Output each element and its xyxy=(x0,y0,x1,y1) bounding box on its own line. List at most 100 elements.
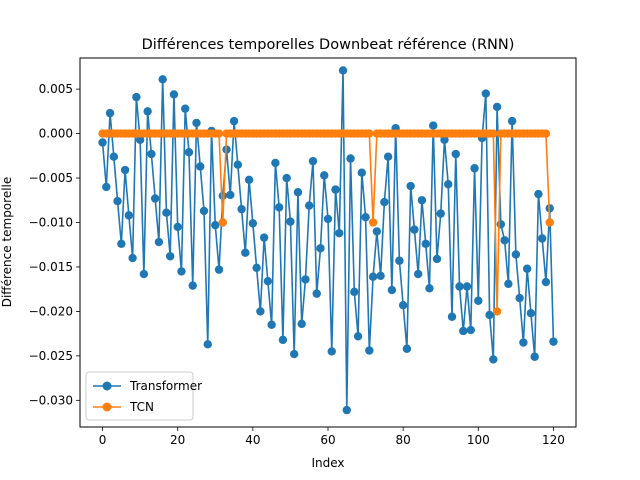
data-point-transformer xyxy=(421,239,430,249)
data-point-transformer xyxy=(117,239,126,249)
data-point-transformer xyxy=(139,269,149,279)
data-point-transformer xyxy=(511,250,521,259)
data-point-transformer xyxy=(530,352,539,361)
series-tcn xyxy=(98,129,554,316)
data-point-transformer xyxy=(177,267,186,276)
chart-title: Différences temporelles Downbeat référen… xyxy=(142,37,515,53)
data-point-transformer xyxy=(537,234,547,243)
data-point-transformer xyxy=(256,307,265,316)
data-point-tcn xyxy=(368,218,378,227)
data-point-transformer xyxy=(132,92,141,102)
data-point-transformer xyxy=(500,236,509,245)
y-tick-label: −0.020 xyxy=(29,304,73,318)
data-point-transformer xyxy=(263,276,273,286)
data-point-tcn xyxy=(492,307,502,316)
y-tick-label: −0.030 xyxy=(29,393,73,407)
data-point-transformer xyxy=(489,355,498,364)
data-point-transformer xyxy=(485,310,494,320)
data-point-transformer xyxy=(376,271,385,281)
data-point-transformer xyxy=(432,254,442,264)
data-point-transformer xyxy=(305,201,314,210)
data-point-transformer xyxy=(459,326,468,336)
data-point-tcn xyxy=(218,218,227,227)
data-point-transformer xyxy=(237,204,246,214)
data-point-transformer xyxy=(357,168,367,177)
data-point-transformer xyxy=(398,300,408,310)
data-point-transformer xyxy=(229,116,239,126)
data-point-transformer xyxy=(507,116,517,126)
plot-area xyxy=(79,57,577,428)
legend-label-transformer: Transformer xyxy=(129,379,202,393)
x-axis-label: Index xyxy=(311,456,344,470)
data-point-transformer xyxy=(346,154,355,163)
data-point-transformer xyxy=(312,289,321,298)
data-point-transformer xyxy=(323,214,333,224)
data-point-transformer xyxy=(214,265,224,274)
data-point-transformer xyxy=(293,188,303,197)
data-point-transformer xyxy=(278,335,288,345)
data-point-transformer xyxy=(455,282,464,291)
data-point-tcn xyxy=(489,129,498,138)
data-point-transformer xyxy=(504,279,513,289)
data-point-transformer xyxy=(436,209,445,218)
data-point-transformer xyxy=(297,319,306,329)
data-point-transformer xyxy=(102,182,111,192)
x-tick-label: 20 xyxy=(170,433,185,447)
data-point-tcn xyxy=(365,129,374,138)
data-point-transformer xyxy=(417,196,427,205)
data-point-transformer xyxy=(169,90,179,99)
data-point-transformer xyxy=(327,347,336,356)
series-transformer xyxy=(98,66,558,415)
data-point-transformer xyxy=(128,253,137,263)
data-point-transformer xyxy=(474,296,483,305)
data-point-transformer xyxy=(267,320,276,329)
y-tick-label: −0.015 xyxy=(29,260,73,274)
data-point-transformer xyxy=(353,332,363,341)
data-point-transformer xyxy=(196,162,205,171)
data-point-transformer xyxy=(162,208,171,217)
data-point-transformer xyxy=(233,160,243,169)
data-point-transformer xyxy=(496,220,506,229)
data-point-transformer xyxy=(413,269,423,279)
data-point-transformer xyxy=(143,107,152,116)
data-point-transformer xyxy=(440,135,449,144)
legend-marker-tcn xyxy=(102,402,112,412)
data-point-tcn xyxy=(214,129,224,138)
data-point-transformer xyxy=(481,89,491,98)
data-point-transformer xyxy=(383,152,393,161)
data-point-transformer xyxy=(526,308,536,318)
data-point-transformer xyxy=(173,222,182,232)
data-point-transformer xyxy=(199,206,209,216)
data-point-transformer xyxy=(350,287,359,297)
data-point-transformer xyxy=(244,175,254,185)
data-point-transformer xyxy=(406,181,415,191)
data-point-transformer xyxy=(120,165,130,175)
data-point-transformer xyxy=(289,349,299,359)
data-point-transformer xyxy=(203,340,212,349)
data-point-tcn xyxy=(545,218,554,227)
data-point-transformer xyxy=(470,164,479,173)
x-tick-label: 60 xyxy=(320,433,335,447)
data-point-transformer xyxy=(492,102,502,112)
data-point-transformer xyxy=(515,293,524,303)
data-point-transformer xyxy=(395,256,404,265)
data-point-transformer xyxy=(150,194,160,203)
data-point-transformer xyxy=(188,281,197,290)
data-point-transformer xyxy=(425,284,434,293)
data-point-transformer xyxy=(226,190,235,200)
data-point-transformer xyxy=(211,220,220,230)
data-point-transformer xyxy=(158,75,167,84)
data-point-transformer xyxy=(98,138,107,147)
data-point-transformer xyxy=(147,149,156,159)
data-point-transformer xyxy=(387,285,397,295)
data-point-transformer xyxy=(316,244,325,253)
data-point-transformer xyxy=(372,227,382,236)
data-point-transformer xyxy=(331,185,340,194)
data-point-transformer xyxy=(218,191,227,201)
x-tick-label: 120 xyxy=(542,433,565,447)
data-point-transformer xyxy=(534,189,543,199)
x-tick-label: 80 xyxy=(396,433,411,447)
legend-box xyxy=(85,371,194,421)
y-tick-label: 0.005 xyxy=(39,82,73,96)
